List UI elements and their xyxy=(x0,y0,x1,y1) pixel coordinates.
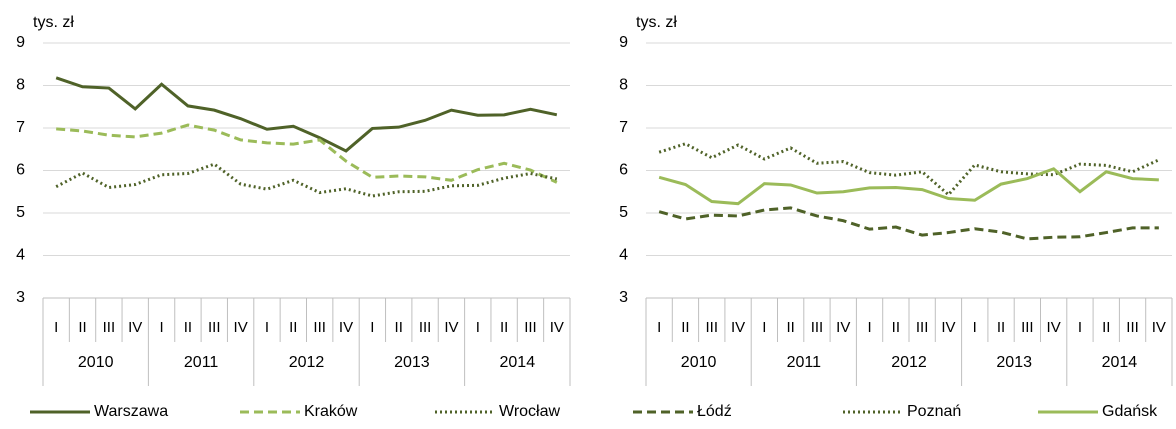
x-tick-label: III xyxy=(524,319,537,336)
x-tick-label: IV xyxy=(836,319,850,336)
legend-label: Wrocław xyxy=(499,403,560,420)
legend-label: Warszawa xyxy=(94,403,168,420)
y-tick-label: 4 xyxy=(619,247,628,264)
y-axis-label: tys. zł xyxy=(636,14,677,31)
y-tick-label: 4 xyxy=(16,247,25,264)
x-group-label: 2010 xyxy=(681,354,717,371)
x-tick-label: III xyxy=(1021,319,1034,336)
x-tick-label: IV xyxy=(339,319,353,336)
x-tick-label: I xyxy=(476,319,480,336)
x-tick-label: I xyxy=(1078,319,1082,336)
y-tick-label: 6 xyxy=(16,162,25,179)
x-tick-label: II xyxy=(892,319,900,336)
x-tick-label: IV xyxy=(550,319,564,336)
x-group-label: 2011 xyxy=(787,354,822,371)
x-tick-label: I xyxy=(54,319,58,336)
y-tick-label: 6 xyxy=(619,162,628,179)
legend-label: Łódź xyxy=(697,403,732,420)
y-tick-label: 3 xyxy=(619,289,628,306)
x-tick-label: III xyxy=(419,319,432,336)
x-tick-label: III xyxy=(1126,319,1139,336)
x-tick-label: II xyxy=(500,319,508,336)
x-tick-label: II xyxy=(997,319,1005,336)
series-line xyxy=(658,206,1159,241)
y-tick-label: 7 xyxy=(16,119,25,136)
y-tick-label: 9 xyxy=(16,34,25,51)
x-group-label: 2010 xyxy=(78,354,114,371)
x-tick-label: I xyxy=(973,319,977,336)
x-tick-label: II xyxy=(1102,319,1110,336)
x-tick-label: III xyxy=(208,319,221,336)
x-tick-label: II xyxy=(786,319,794,336)
y-tick-label: 5 xyxy=(619,204,628,221)
legend-label: Poznań xyxy=(907,403,961,420)
y-tick-label: 3 xyxy=(16,289,25,306)
x-tick-label: II xyxy=(395,319,403,336)
x-tick-label: IV xyxy=(731,319,745,336)
x-tick-label: I xyxy=(265,319,269,336)
legend-label: Kraków xyxy=(304,403,358,420)
series-line xyxy=(658,142,1160,197)
x-tick-label: II xyxy=(289,319,297,336)
x-tick-label: I xyxy=(657,319,661,336)
x-group-label: 2011 xyxy=(184,354,219,371)
x-tick-label: III xyxy=(705,319,718,336)
x-group-label: 2012 xyxy=(289,354,325,371)
x-tick-label: II xyxy=(78,319,86,336)
series-line xyxy=(55,76,558,153)
x-tick-label: I xyxy=(867,319,871,336)
x-tick-label: IV xyxy=(1047,319,1061,336)
y-tick-label: 5 xyxy=(16,204,25,221)
x-tick-label: III xyxy=(811,319,824,336)
x-tick-label: III xyxy=(916,319,929,336)
y-tick-label: 7 xyxy=(619,119,628,136)
x-group-label: 2013 xyxy=(394,354,430,371)
series-line xyxy=(56,123,558,184)
x-group-label: 2014 xyxy=(500,354,536,371)
series-line xyxy=(55,162,558,198)
y-tick-label: 8 xyxy=(619,77,628,94)
legend-label: Gdańsk xyxy=(1102,403,1158,420)
y-tick-label: 8 xyxy=(16,77,25,94)
x-tick-label: IV xyxy=(444,319,458,336)
y-axis-label: tys. zł xyxy=(33,14,74,31)
series-line xyxy=(658,167,1159,206)
y-tick-label: 9 xyxy=(619,34,628,51)
x-tick-label: IV xyxy=(941,319,955,336)
x-tick-label: I xyxy=(159,319,163,336)
x-tick-label: I xyxy=(370,319,374,336)
x-tick-label: I xyxy=(762,319,766,336)
x-tick-label: IV xyxy=(1152,319,1166,336)
x-group-label: 2013 xyxy=(996,354,1032,371)
x-group-label: 2014 xyxy=(1102,354,1138,371)
x-group-label: 2012 xyxy=(891,354,927,371)
x-tick-label: II xyxy=(184,319,192,336)
x-tick-label: IV xyxy=(234,319,248,336)
x-tick-label: III xyxy=(103,319,116,336)
x-tick-label: II xyxy=(681,319,689,336)
x-tick-label: IV xyxy=(128,319,142,336)
x-tick-label: III xyxy=(313,319,326,336)
